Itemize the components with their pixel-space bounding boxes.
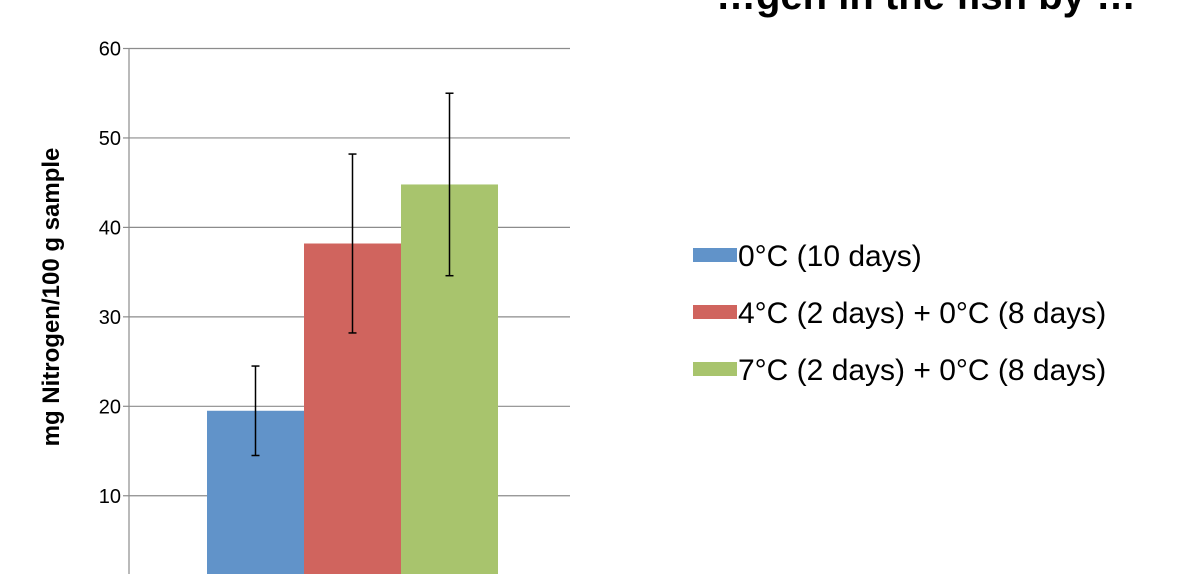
- axes: 10 20 30 40 50 60 mg Nitrogen/100 g sample: [38, 39, 130, 574]
- legend-swatch: [693, 248, 737, 262]
- legend-swatch: [693, 305, 737, 319]
- legend-swatch: [693, 362, 737, 376]
- y-tick-label: 60: [99, 39, 121, 61]
- legend: 0°C (10 days) 4°C (2 days) + 0°C (8 days)…: [693, 240, 1106, 387]
- y-tick-label: 10: [99, 486, 121, 508]
- y-tick-label: 40: [99, 217, 121, 239]
- legend-label: 7°C (2 days) + 0°C (8 days): [738, 354, 1106, 387]
- y-tick-label: 50: [99, 128, 121, 150]
- y-tick-label: 20: [99, 396, 121, 418]
- legend-label: 4°C (2 days) + 0°C (8 days): [738, 297, 1106, 330]
- y-axis-label: mg Nitrogen/100 g sample: [38, 148, 65, 447]
- y-tick-label: 30: [99, 307, 121, 329]
- chart-title: …gen in the fish by …: [716, 0, 1136, 19]
- legend-label: 0°C (10 days): [738, 240, 922, 273]
- bars: [207, 92, 498, 579]
